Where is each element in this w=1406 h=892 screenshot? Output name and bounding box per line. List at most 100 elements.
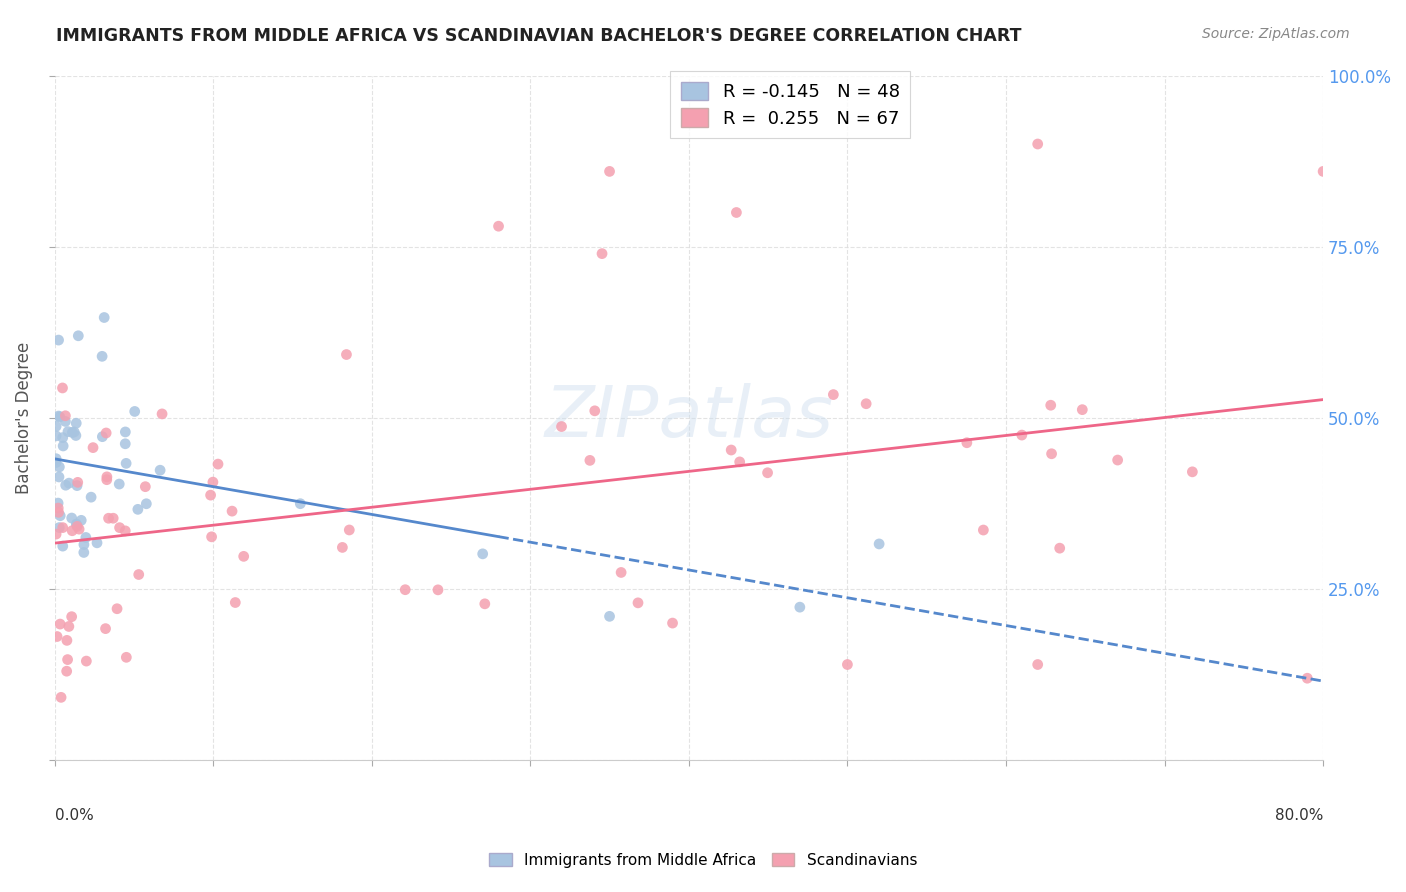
Point — [599, 164, 621, 178]
Legend: Immigrants from Middle Africa, Scandinavians: Immigrants from Middle Africa, Scandinav… — [481, 845, 925, 875]
Point — [58, 476, 80, 491]
Point — [1039, 398, 1062, 412]
Point — [201, 475, 224, 490]
Point — [75, 531, 97, 545]
Point — [1026, 136, 1049, 151]
Point — [471, 547, 494, 561]
Point — [60, 609, 83, 624]
Point — [474, 597, 496, 611]
Point — [73, 545, 96, 559]
Point — [591, 246, 613, 260]
Point — [55, 414, 77, 428]
Point — [855, 397, 877, 411]
Point — [51, 381, 73, 395]
Point — [52, 520, 75, 534]
Point — [55, 664, 77, 678]
Point — [115, 650, 138, 665]
Point — [1312, 164, 1334, 178]
Point — [48, 409, 70, 423]
Point — [93, 310, 115, 325]
Point — [56, 425, 79, 439]
Point — [756, 466, 779, 480]
Point — [1040, 447, 1063, 461]
Point — [66, 478, 89, 492]
Point — [52, 439, 75, 453]
Point — [67, 328, 90, 343]
Point — [149, 463, 172, 477]
Point — [58, 619, 80, 633]
Y-axis label: Bachelor's Degree: Bachelor's Degree — [15, 342, 32, 494]
Point — [128, 567, 150, 582]
Point — [60, 524, 83, 538]
Point — [80, 490, 103, 504]
Point — [337, 523, 360, 537]
Point — [728, 455, 751, 469]
Point — [868, 537, 890, 551]
Point — [48, 470, 70, 484]
Point — [627, 596, 650, 610]
Point — [105, 601, 128, 615]
Point — [720, 443, 742, 458]
Point — [66, 519, 89, 533]
Point — [60, 511, 83, 525]
Point — [49, 690, 72, 705]
Point — [49, 508, 72, 523]
Point — [610, 566, 633, 580]
Point — [96, 473, 118, 487]
Point — [94, 622, 117, 636]
Point — [332, 541, 354, 555]
Text: 80.0%: 80.0% — [1275, 808, 1323, 823]
Point — [49, 617, 72, 632]
Point — [207, 457, 229, 471]
Point — [49, 409, 72, 424]
Point — [1296, 671, 1319, 685]
Point — [1071, 402, 1094, 417]
Point — [70, 513, 93, 527]
Point — [583, 404, 606, 418]
Point — [150, 407, 173, 421]
Point — [1011, 428, 1033, 442]
Point — [65, 428, 87, 442]
Point — [823, 387, 845, 401]
Point — [789, 600, 811, 615]
Point — [75, 654, 97, 668]
Point — [82, 441, 104, 455]
Point — [127, 502, 149, 516]
Point — [1049, 541, 1071, 556]
Point — [972, 523, 994, 537]
Point — [232, 549, 254, 564]
Point — [201, 530, 224, 544]
Point — [46, 496, 69, 510]
Point — [1026, 657, 1049, 672]
Point — [52, 431, 75, 445]
Point — [725, 205, 748, 219]
Point — [45, 527, 67, 541]
Point — [91, 430, 114, 444]
Point — [45, 429, 67, 443]
Point — [96, 470, 118, 484]
Point — [837, 657, 859, 672]
Point — [101, 511, 124, 525]
Point — [48, 505, 70, 519]
Point — [63, 425, 86, 439]
Point — [45, 419, 67, 434]
Point — [67, 522, 90, 536]
Point — [73, 538, 96, 552]
Point — [114, 524, 136, 538]
Point — [48, 459, 70, 474]
Point — [66, 518, 89, 533]
Point — [48, 333, 70, 347]
Legend: R = -0.145   N = 48, R =  0.255   N = 67: R = -0.145 N = 48, R = 0.255 N = 67 — [671, 70, 911, 138]
Point — [200, 488, 222, 502]
Point — [114, 425, 136, 439]
Point — [114, 437, 136, 451]
Point — [134, 480, 156, 494]
Point — [91, 349, 114, 363]
Point — [53, 409, 76, 423]
Point — [45, 455, 67, 469]
Point — [1181, 465, 1204, 479]
Text: IMMIGRANTS FROM MIDDLE AFRICA VS SCANDINAVIAN BACHELOR'S DEGREE CORRELATION CHAR: IMMIGRANTS FROM MIDDLE AFRICA VS SCANDIN… — [56, 27, 1022, 45]
Point — [221, 504, 243, 518]
Point — [60, 425, 83, 440]
Point — [1107, 453, 1129, 467]
